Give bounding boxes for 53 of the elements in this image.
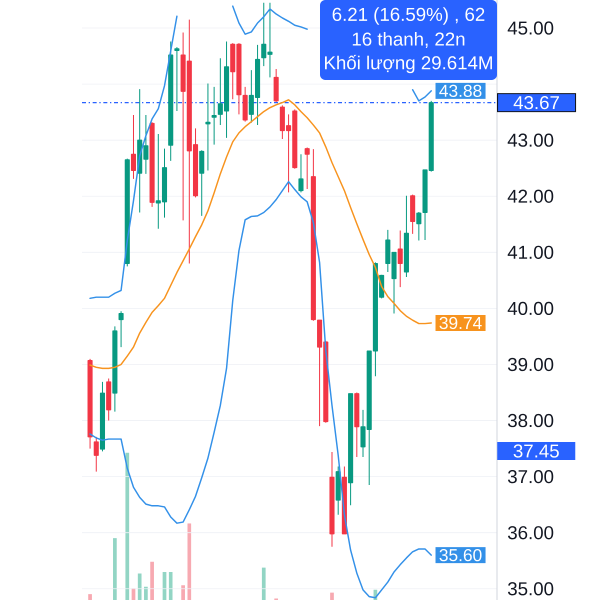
candlestick: [174, 46, 180, 112]
annotation: Khối lượng 29.614M: [325, 54, 492, 74]
candlestick: [404, 195, 409, 278]
text: 37.45: [514, 444, 559, 458]
bar: [138, 573, 142, 600]
bar: [187, 523, 192, 600]
y-tick-label: 42.00: [508, 190, 554, 203]
bar: [150, 562, 154, 600]
y-tick-label: 36.00: [508, 526, 554, 540]
y-tick-label: 38.00: [508, 414, 554, 428]
bar: [144, 586, 148, 600]
candlestick: [100, 381, 106, 452]
candlestick: [274, 68, 279, 103]
bar: [262, 568, 266, 600]
candlestick: [398, 230, 403, 288]
annotation: 6.21 (16.59%) , 62: [332, 7, 484, 25]
candlestick: [118, 310, 124, 348]
bar: [88, 594, 92, 600]
candlestick: [130, 114, 136, 180]
candlestick: [112, 326, 118, 412]
data-label: 43.88: [439, 84, 482, 97]
candlestick: [348, 393, 354, 506]
bar: [168, 572, 173, 600]
candlestick: [150, 122, 155, 208]
candlestick: [106, 378, 112, 422]
bar: [162, 572, 166, 600]
candlestick: [88, 358, 93, 450]
line-series: [89, 99, 432, 370]
data-label: 35.60: [440, 549, 482, 562]
y-tick-label: 43.00: [508, 134, 554, 147]
candlestick: [298, 154, 304, 193]
candlestick: [168, 40, 174, 162]
candlestick: [212, 86, 217, 146]
candlestick: [410, 194, 416, 234]
candlestick: [329, 451, 335, 548]
y-tick-label: 40.00: [508, 302, 554, 316]
annotation: 16 thanh, 22n: [352, 32, 464, 48]
y-tick-label: 35.00: [508, 582, 554, 596]
y-tick-label: 45.00: [508, 21, 554, 35]
ref-line-label: 43.67: [514, 96, 559, 110]
y-tick-label: 41.00: [508, 246, 554, 259]
candlestick: [354, 392, 360, 458]
y-tick-label: 39.00: [508, 358, 554, 372]
bar: [132, 588, 136, 600]
y-tick-label: 37.00: [508, 470, 554, 484]
candlestick: [304, 146, 310, 190]
candlestick: [336, 466, 341, 516]
data-label: 39.74: [440, 316, 482, 330]
candlestick: [94, 436, 99, 472]
bar: [330, 592, 334, 600]
candlestick: [205, 83, 210, 171]
candlestick: [199, 150, 204, 216]
bar: [113, 538, 117, 600]
